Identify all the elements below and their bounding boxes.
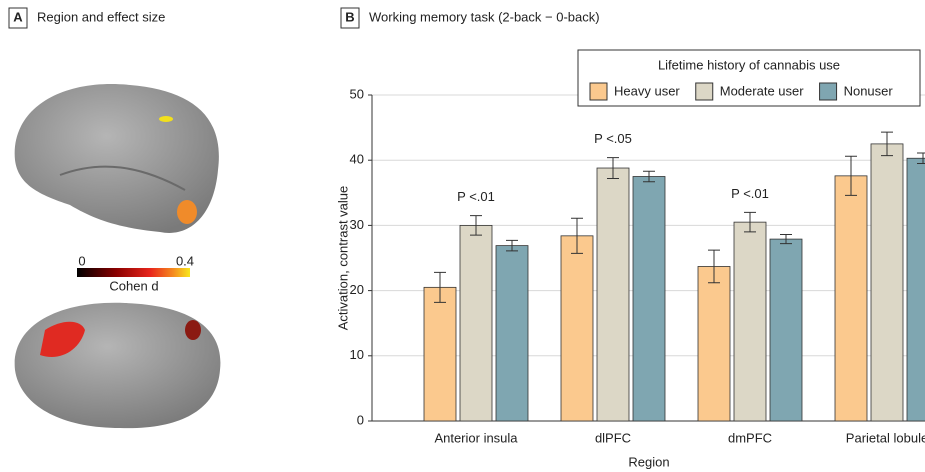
y-axis-label: Activation, contrast value [335, 186, 350, 331]
y-tick-label: 50 [350, 86, 364, 101]
x-axis-label: Region [628, 454, 669, 469]
legend-swatch [590, 83, 607, 100]
panel-letter: B [345, 9, 354, 24]
bar [770, 239, 802, 421]
panel-title: Working memory task (2-back − 0-back) [369, 9, 600, 24]
bar [597, 168, 629, 421]
legend-label: Heavy user [614, 83, 680, 98]
bar [424, 287, 456, 421]
bar [633, 177, 665, 422]
x-tick-label: Anterior insula [434, 430, 518, 445]
y-tick-label: 0 [357, 412, 364, 427]
bar [496, 246, 528, 421]
y-tick-label: 30 [350, 217, 364, 232]
region-blob [185, 320, 201, 340]
colorbar-label: Cohen d [109, 278, 158, 293]
legend-label: Moderate user [720, 83, 804, 98]
annotation: P <.05 [594, 131, 632, 146]
figure: A Region and effect size Cohen d B Worki… [0, 0, 925, 472]
legend-swatch [696, 83, 713, 100]
panel-title: Region and effect size [37, 9, 165, 24]
y-tick-label: 20 [350, 282, 364, 297]
legend-label: Nonuser [844, 83, 894, 98]
colorbar [77, 268, 190, 277]
x-tick-label: dmPFC [728, 430, 772, 445]
colorbar-tick-label: 0.4 [176, 253, 194, 268]
region-blob [159, 116, 173, 122]
annotation: P <.01 [731, 186, 769, 201]
bar [907, 158, 925, 421]
bar [561, 236, 593, 421]
y-tick-label: 10 [350, 347, 364, 362]
bar [460, 225, 492, 421]
bar [871, 144, 903, 421]
x-tick-label: Parietal lobule [846, 430, 925, 445]
y-tick-label: 40 [350, 152, 364, 167]
region-blob [177, 200, 197, 224]
legend-swatch [820, 83, 837, 100]
x-tick-label: dlPFC [595, 430, 631, 445]
annotation: P <.01 [457, 189, 495, 204]
bar [734, 222, 766, 421]
bar [835, 176, 867, 421]
colorbar-tick-label: 0 [78, 253, 85, 268]
panel-letter: A [13, 9, 23, 24]
bar [698, 266, 730, 421]
legend-title: Lifetime history of cannabis use [658, 57, 840, 72]
